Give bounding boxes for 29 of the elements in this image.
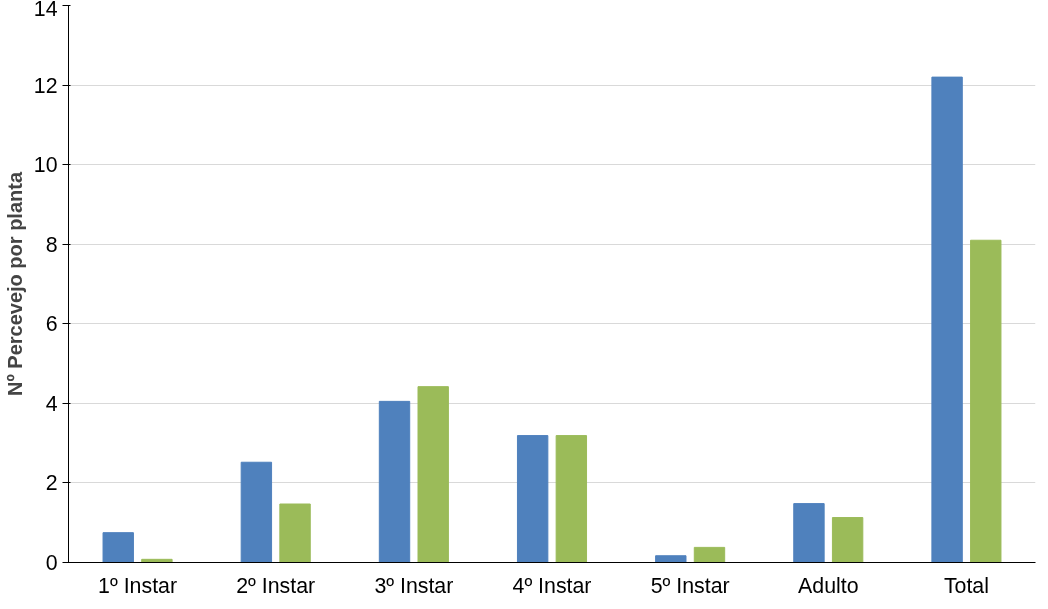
x-tick-label: 2º Instar bbox=[236, 573, 316, 598]
y-tick-label: 10 bbox=[33, 153, 58, 178]
y-tick-label: 0 bbox=[45, 551, 58, 575]
bar bbox=[240, 461, 273, 563]
bar bbox=[693, 546, 726, 563]
x-tick-label: 4º Instar bbox=[512, 573, 592, 598]
bar bbox=[279, 503, 311, 563]
bar bbox=[555, 435, 588, 563]
x-tick-label: Adulto bbox=[798, 573, 859, 598]
x-tick-label: Total bbox=[943, 573, 989, 598]
bar bbox=[378, 400, 411, 563]
bar bbox=[417, 386, 449, 563]
y-tick-label: 6 bbox=[45, 312, 58, 337]
y-axis-title: Nº Percevejo por planta bbox=[3, 171, 26, 397]
bar bbox=[793, 503, 825, 563]
y-tick-label: 2 bbox=[45, 471, 58, 496]
y-tick-label: 8 bbox=[45, 232, 58, 257]
bar bbox=[102, 532, 134, 563]
bar bbox=[655, 555, 687, 563]
bar bbox=[931, 76, 963, 563]
bar bbox=[516, 435, 549, 563]
x-tick-label: 1º Instar bbox=[98, 573, 178, 598]
x-tick-label: 3º Instar bbox=[374, 573, 454, 598]
y-tick-label: 12 bbox=[33, 73, 58, 98]
y-tick-label: 4 bbox=[45, 391, 58, 416]
bar bbox=[970, 239, 1002, 563]
x-tick-label: 5º Instar bbox=[650, 573, 730, 598]
y-tick-label: 14 bbox=[33, 0, 58, 21]
bar bbox=[831, 517, 864, 563]
